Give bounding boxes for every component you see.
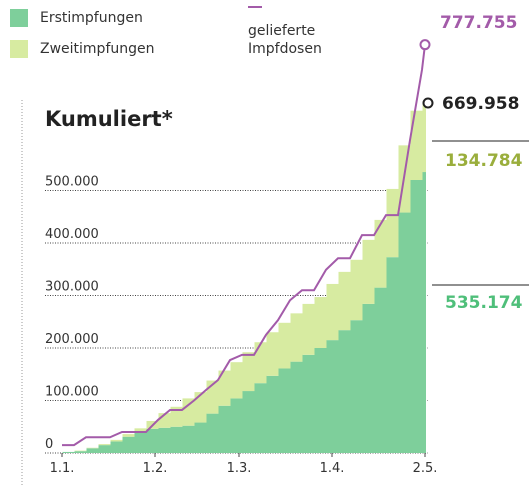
bar (302, 354, 315, 453)
bar (314, 297, 327, 348)
annotation: 535.174 (445, 293, 523, 313)
bar (374, 219, 387, 288)
legend-swatch (10, 40, 28, 58)
bar (170, 426, 183, 453)
y-tick-label: 200.000 (45, 332, 99, 347)
bar (326, 283, 339, 341)
bar (230, 398, 243, 453)
x-tick-label: 1.3. (227, 461, 252, 476)
bar (398, 212, 411, 453)
y-tick-label: 500.000 (45, 175, 99, 190)
line (62, 44, 426, 447)
bar (350, 320, 363, 453)
bar (110, 441, 123, 453)
annotation: 777.755 (440, 13, 517, 33)
bar (386, 257, 399, 453)
bar (182, 398, 195, 426)
bar (386, 188, 399, 258)
bar (134, 432, 147, 453)
bar (74, 450, 87, 452)
x-tick-label: 1.1. (50, 461, 75, 476)
bar (326, 340, 339, 453)
bar (350, 259, 363, 321)
bar (422, 101, 426, 173)
bar (110, 439, 123, 442)
y-tick-label: 100.000 (45, 385, 99, 400)
bar (206, 380, 219, 414)
legend-label: Erstimpfungen (40, 10, 143, 26)
x-tick-label: 1.2. (143, 461, 168, 476)
bar (254, 383, 267, 453)
y-tick-label: 400.000 (45, 227, 99, 242)
bar (158, 427, 171, 453)
bar (74, 451, 87, 453)
end-marker (419, 39, 431, 51)
bar (266, 375, 279, 453)
bar (230, 362, 243, 399)
bar (266, 332, 279, 376)
bar (146, 428, 159, 453)
legend-label: Zweitimpfungen (40, 41, 155, 57)
bar (98, 444, 111, 446)
bar (122, 434, 135, 437)
bar (134, 428, 147, 432)
bar (218, 370, 231, 406)
legend-label: gelieferte Impfdosen (248, 23, 322, 57)
bar (122, 436, 135, 453)
y-tick-label: 0 (45, 437, 53, 452)
legend-swatch (248, 6, 262, 8)
bar (218, 405, 231, 453)
bar (182, 425, 195, 453)
bar (254, 342, 267, 384)
bar (278, 322, 291, 369)
annotation: 134.784 (445, 151, 523, 171)
bar (302, 303, 315, 355)
bar (338, 330, 351, 453)
bar (194, 392, 207, 423)
marker (422, 97, 434, 109)
bar (410, 180, 423, 453)
bar (314, 348, 327, 453)
bar (86, 447, 99, 449)
bar (338, 271, 351, 331)
bar (374, 287, 387, 453)
bar (242, 352, 255, 392)
bar (290, 313, 303, 362)
bar (410, 110, 423, 180)
bar (278, 368, 291, 453)
bar (290, 361, 303, 453)
x-tick-label: 1.4. (320, 461, 345, 476)
bar (62, 451, 75, 453)
bar (242, 391, 255, 453)
bar (362, 239, 375, 304)
chart-title: Kumuliert* (45, 107, 173, 131)
bar (86, 448, 99, 453)
bar (422, 172, 426, 454)
bar (206, 413, 219, 453)
x-tick-label: 2.5. (413, 461, 438, 476)
bar (98, 445, 111, 453)
bar (194, 422, 207, 453)
legend-swatch (10, 9, 28, 27)
y-tick-label: 300.000 (45, 280, 99, 295)
bar (170, 406, 183, 427)
bar (362, 303, 375, 453)
annotation: 669.958 (442, 94, 519, 114)
